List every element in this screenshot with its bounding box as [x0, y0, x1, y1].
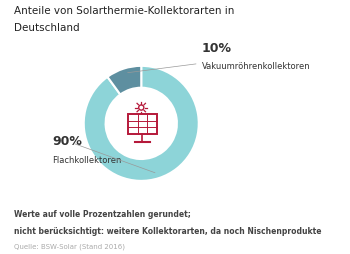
Wedge shape [84, 66, 199, 181]
Text: Flachkollektoren: Flachkollektoren [52, 156, 121, 165]
Text: 90%: 90% [52, 135, 82, 148]
Text: Anteile von Solarthermie-Kollektorarten in: Anteile von Solarthermie-Kollektorarten … [14, 6, 234, 16]
Circle shape [106, 88, 177, 159]
Text: Werte auf volle Prozentzahlen gerundet;: Werte auf volle Prozentzahlen gerundet; [14, 210, 191, 218]
Text: nicht berücksichtigt: weitere Kollektorarten, da noch Nischenprodukte: nicht berücksichtigt: weitere Kollektora… [14, 227, 322, 236]
Text: Quelle: BSW-Solar (Stand 2016): Quelle: BSW-Solar (Stand 2016) [14, 244, 125, 250]
Text: Vakuumröhrenkollektoren: Vakuumröhrenkollektoren [202, 62, 310, 71]
Bar [128, 115, 157, 134]
Wedge shape [107, 66, 141, 94]
Text: 10%: 10% [202, 42, 232, 55]
Text: Deutschland: Deutschland [14, 23, 80, 33]
